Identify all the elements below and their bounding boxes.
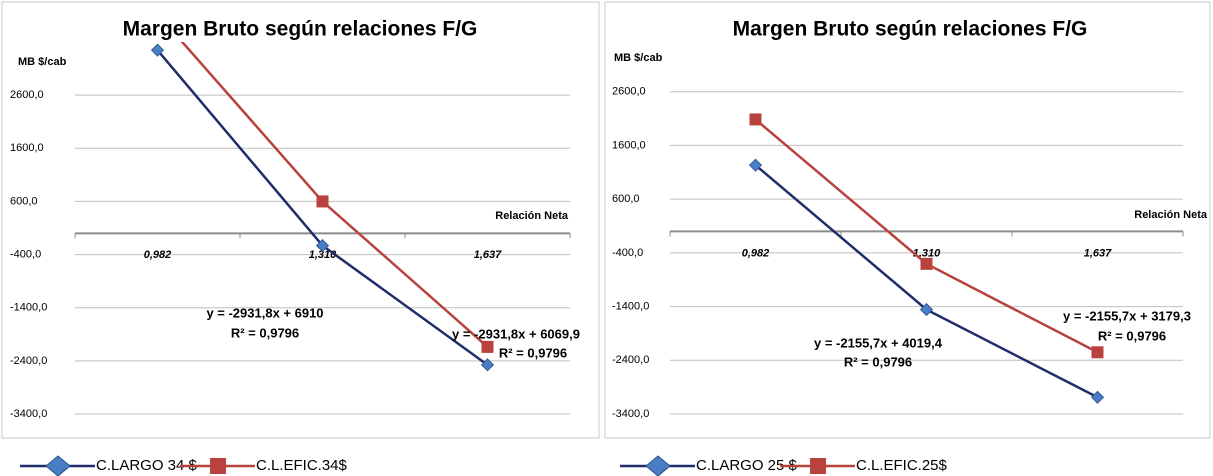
legend-label: C.LARGO 34 $: [96, 457, 198, 474]
x-tick-label: 1,310: [913, 247, 941, 259]
marker: [150, 43, 165, 57]
annotation: R² = 0,9796: [1098, 328, 1166, 343]
y-tick-label: 600,0: [10, 195, 38, 207]
marker: [316, 195, 329, 208]
legend-label: C.L.EFIC.25$: [856, 457, 948, 474]
annotation: y = -2931,8x + 6069,9: [452, 326, 580, 341]
marker: [1091, 346, 1104, 359]
chart-title: Margen Bruto según relaciones F/G: [733, 18, 1088, 41]
series-line: [754, 164, 1099, 399]
marker: [480, 358, 495, 372]
x-tick-label: 1,637: [474, 249, 502, 261]
y-tick-label: 2600,0: [10, 89, 44, 101]
marker: [315, 239, 330, 253]
legend-label: C.LARGO 25 $: [696, 457, 798, 474]
x-tick-label: 1,310: [309, 249, 337, 261]
chart-frame: [604, 1, 1211, 439]
plot-area: [150, 42, 495, 372]
legend-marker: [810, 458, 826, 474]
y-tick-label: -1400,0: [612, 300, 649, 312]
y-tick-label: 1600,0: [612, 139, 646, 151]
y-tick-label: -2400,0: [10, 355, 47, 367]
legend-label: C.L.EFIC.34$: [256, 457, 348, 474]
x-tick-label: 0,982: [742, 247, 770, 259]
marker: [920, 257, 933, 270]
y-tick-label: 1600,0: [10, 142, 44, 154]
annotation: y = -2931,8x + 6910: [206, 305, 323, 320]
series-line: [180, 42, 489, 348]
y-tick-label: 600,0: [612, 193, 640, 205]
y-tick-label: -400,0: [10, 248, 41, 260]
y-tick-label: 2600,0: [612, 86, 646, 98]
chart-frame: [1, 1, 600, 439]
annotation: y = -2155,7x + 3179,3: [1063, 308, 1191, 323]
legend-marker: [210, 458, 226, 474]
annotation: R² = 0,9796: [231, 325, 299, 340]
annotation: R² = 0,9796: [844, 354, 912, 369]
y-tick-label: -3400,0: [612, 408, 649, 420]
x-tick-label: 0,982: [144, 249, 172, 261]
marker: [1090, 390, 1105, 404]
series-line: [754, 118, 1099, 354]
y-tick-label: -400,0: [612, 247, 643, 259]
annotation: R² = 0,9796: [499, 345, 567, 360]
legend-marker: [645, 455, 671, 476]
annotation: y = -2155,7x + 4019,4: [814, 335, 943, 350]
marker: [919, 303, 934, 317]
y-tick-label: -1400,0: [10, 302, 47, 314]
y-tick-label: -2400,0: [612, 354, 649, 366]
y-tick-label: -3400,0: [10, 408, 47, 420]
legend-marker: [45, 455, 71, 476]
marker: [748, 158, 763, 172]
y-axis-label: MB $/cab: [18, 56, 67, 68]
x-axis-label: Relación Neta: [495, 210, 569, 222]
x-axis-label: Relación Neta: [1134, 209, 1208, 221]
chart-title: Margen Bruto según relaciones F/G: [123, 18, 478, 41]
x-tick-label: 1,637: [1084, 247, 1112, 259]
y-axis-label: MB $/cab: [614, 52, 663, 64]
marker: [749, 113, 762, 126]
marker: [481, 340, 494, 353]
plot-area: [748, 113, 1105, 404]
